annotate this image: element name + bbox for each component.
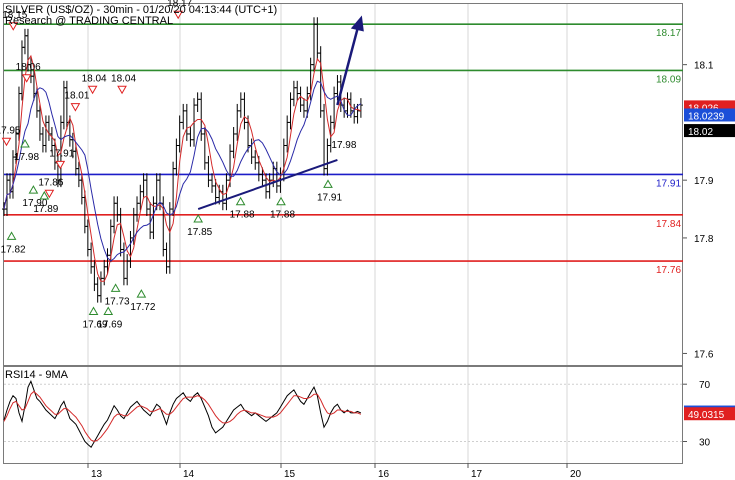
moving-average-slow xyxy=(3,80,362,262)
swing-high-marker xyxy=(70,103,81,112)
moving-average-fast xyxy=(3,54,362,282)
swing-low-marker xyxy=(103,306,114,315)
rsi-badge-label: 49.0315 xyxy=(688,410,725,421)
rsi-line xyxy=(3,380,362,448)
swing-low-marker xyxy=(39,190,50,200)
swing-low-label: 17.73 xyxy=(105,296,130,307)
swing-high-marker xyxy=(21,74,32,83)
level-label: 17.91 xyxy=(656,178,681,189)
price-tick-label: 18.1 xyxy=(694,61,714,72)
swing-high-marker xyxy=(87,85,98,95)
swing-high-label: 18.04 xyxy=(111,73,136,84)
swing-low-label: 17.98 xyxy=(14,152,39,163)
swing-low-label: 17.72 xyxy=(130,302,155,313)
swing-low-marker xyxy=(136,289,147,298)
price-tick-label: 17.9 xyxy=(694,176,714,187)
forecast-arrow-head xyxy=(350,15,364,32)
rsi-tick-label: 70 xyxy=(699,380,711,391)
price-tick-label: 17.6 xyxy=(694,349,714,360)
date-tick-label: 15 xyxy=(284,469,296,480)
swing-low-marker xyxy=(88,306,99,315)
date-tick-label: 20 xyxy=(570,469,582,480)
chart-title: SILVER (US$/OZ) - 30min - 01/20/20 04:13… xyxy=(5,4,277,16)
level-label: 17.84 xyxy=(656,219,681,230)
swing-low-label: 17.89 xyxy=(33,204,58,215)
level-label: 18.09 xyxy=(656,74,681,85)
swing-low-marker xyxy=(323,179,333,188)
swing-high-marker xyxy=(117,85,127,95)
swing-high-marker xyxy=(173,10,184,20)
price-badge-label: 18.0239 xyxy=(688,111,725,122)
swing-high-label: 17.91 xyxy=(49,148,74,159)
date-tick-label: 14 xyxy=(183,469,195,480)
swing-high-label: 17.86 xyxy=(38,177,63,188)
chart-subtitle: Research @ TRADING CENTRAL xyxy=(5,15,173,27)
swing-high-label: 18.01 xyxy=(64,91,89,102)
trendline-label: 17.98 xyxy=(331,140,356,151)
date-tick-label: 16 xyxy=(378,469,390,480)
swing-high-marker xyxy=(1,137,12,147)
date-tick-label: 13 xyxy=(91,469,103,480)
swing-high-marker xyxy=(55,160,66,170)
price-panel-grid xyxy=(87,4,568,365)
price-badge-bg xyxy=(684,108,735,122)
swing-high-label: 18.17 xyxy=(167,0,192,9)
swing-low-marker xyxy=(276,196,286,206)
swing-low-marker xyxy=(235,196,246,206)
swing-high-marker xyxy=(8,22,19,31)
rsi-panel-grid xyxy=(4,367,682,463)
swing-low-marker xyxy=(110,283,121,292)
swing-high-marker xyxy=(44,189,55,199)
swing-high-label: 18.06 xyxy=(16,62,41,73)
swing-low-label: 17.82 xyxy=(1,244,26,255)
forecast-arrow-shaft xyxy=(336,27,360,106)
rsi-badge-bg xyxy=(684,407,735,421)
swing-low-label: 17.91 xyxy=(317,192,342,203)
swing-low-label: 17.88 xyxy=(230,210,255,221)
support-trendline xyxy=(197,159,338,210)
swing-low-label: 17.85 xyxy=(187,227,212,238)
price-badge-bg xyxy=(684,124,735,138)
rsi-panel-frame xyxy=(3,366,683,464)
swing-low-marker xyxy=(193,214,204,223)
swing-high-label: 17.95 xyxy=(0,125,21,136)
rsi-panel-title: RSI14 - 9MA xyxy=(5,369,69,381)
rsi-tick-label: 30 xyxy=(699,438,711,449)
swing-low-marker xyxy=(28,185,39,194)
price-badge-label: 18.02 xyxy=(688,127,713,138)
swing-high-label: 18.04 xyxy=(82,73,107,84)
swing-low-label: 17.69 xyxy=(83,319,108,330)
swing-high-label: 18.15 xyxy=(2,10,27,21)
swing-low-label: 17.69 xyxy=(97,319,122,330)
swing-low-label: 17.90 xyxy=(22,198,47,209)
rsi-ma-line xyxy=(3,390,362,443)
swing-low-marker xyxy=(6,231,17,240)
level-label: 18.17 xyxy=(656,28,681,39)
swing-low-label: 17.88 xyxy=(270,210,295,221)
level-label: 17.76 xyxy=(656,265,681,276)
price-tick-label: 17.8 xyxy=(694,234,714,245)
price-panel-frame xyxy=(3,3,683,366)
date-tick-label: 17 xyxy=(471,469,483,480)
swing-low-marker xyxy=(20,138,30,148)
